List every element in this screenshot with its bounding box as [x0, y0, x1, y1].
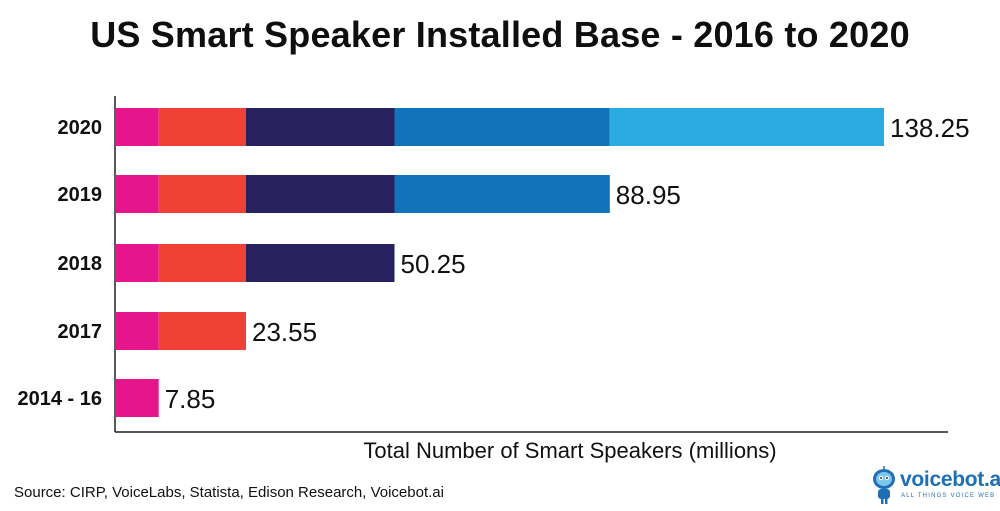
- bar-segment: [609, 108, 884, 146]
- category-label: 2014 - 16: [17, 388, 102, 410]
- chart-title: US Smart Speaker Installed Base - 2016 t…: [90, 14, 910, 55]
- bar-segment: [246, 175, 395, 213]
- category-label: 2017: [58, 321, 103, 343]
- category-label: 2018: [58, 253, 103, 275]
- bar-segment: [115, 312, 159, 350]
- data-label: 7.85: [165, 384, 216, 414]
- bar-segment: [158, 312, 246, 350]
- data-label: 23.55: [252, 317, 317, 347]
- bar-segment: [394, 108, 610, 146]
- category-label: 2019: [58, 184, 103, 206]
- bar-segment: [158, 108, 246, 146]
- bar-segment: [394, 175, 610, 213]
- logo-tagline: ALL THINGS VOICE WEB: [901, 493, 996, 499]
- bar-segment: [158, 175, 246, 213]
- bar-segment: [246, 244, 395, 282]
- category-label: 2020: [58, 117, 103, 139]
- logo-wordmark: voicebot.ai: [900, 468, 1000, 491]
- chart-plot: 2020 138.25 2019 88.95 2018 50.25 2017 23.55 201…: [17, 96, 970, 433]
- bar-segment: [246, 108, 395, 146]
- bar-segment: [158, 244, 246, 282]
- voicebot-logo: voicebot.ai ALL THINGS VOICE WEB: [870, 466, 1000, 506]
- bar-segment: [115, 379, 159, 417]
- bar-segment: [115, 175, 159, 213]
- data-label: 50.25: [401, 249, 466, 279]
- x-axis-label: Total Number of Smart Speakers (millions…: [363, 438, 777, 463]
- data-label: 138.25: [890, 113, 970, 143]
- bar-segment: [115, 244, 159, 282]
- source-note: Source: CIRP, VoiceLabs, Statista, Ediso…: [14, 484, 444, 501]
- data-label: 88.95: [616, 180, 681, 210]
- robot-mascot-icon: [873, 466, 895, 504]
- bar-segment: [115, 108, 159, 146]
